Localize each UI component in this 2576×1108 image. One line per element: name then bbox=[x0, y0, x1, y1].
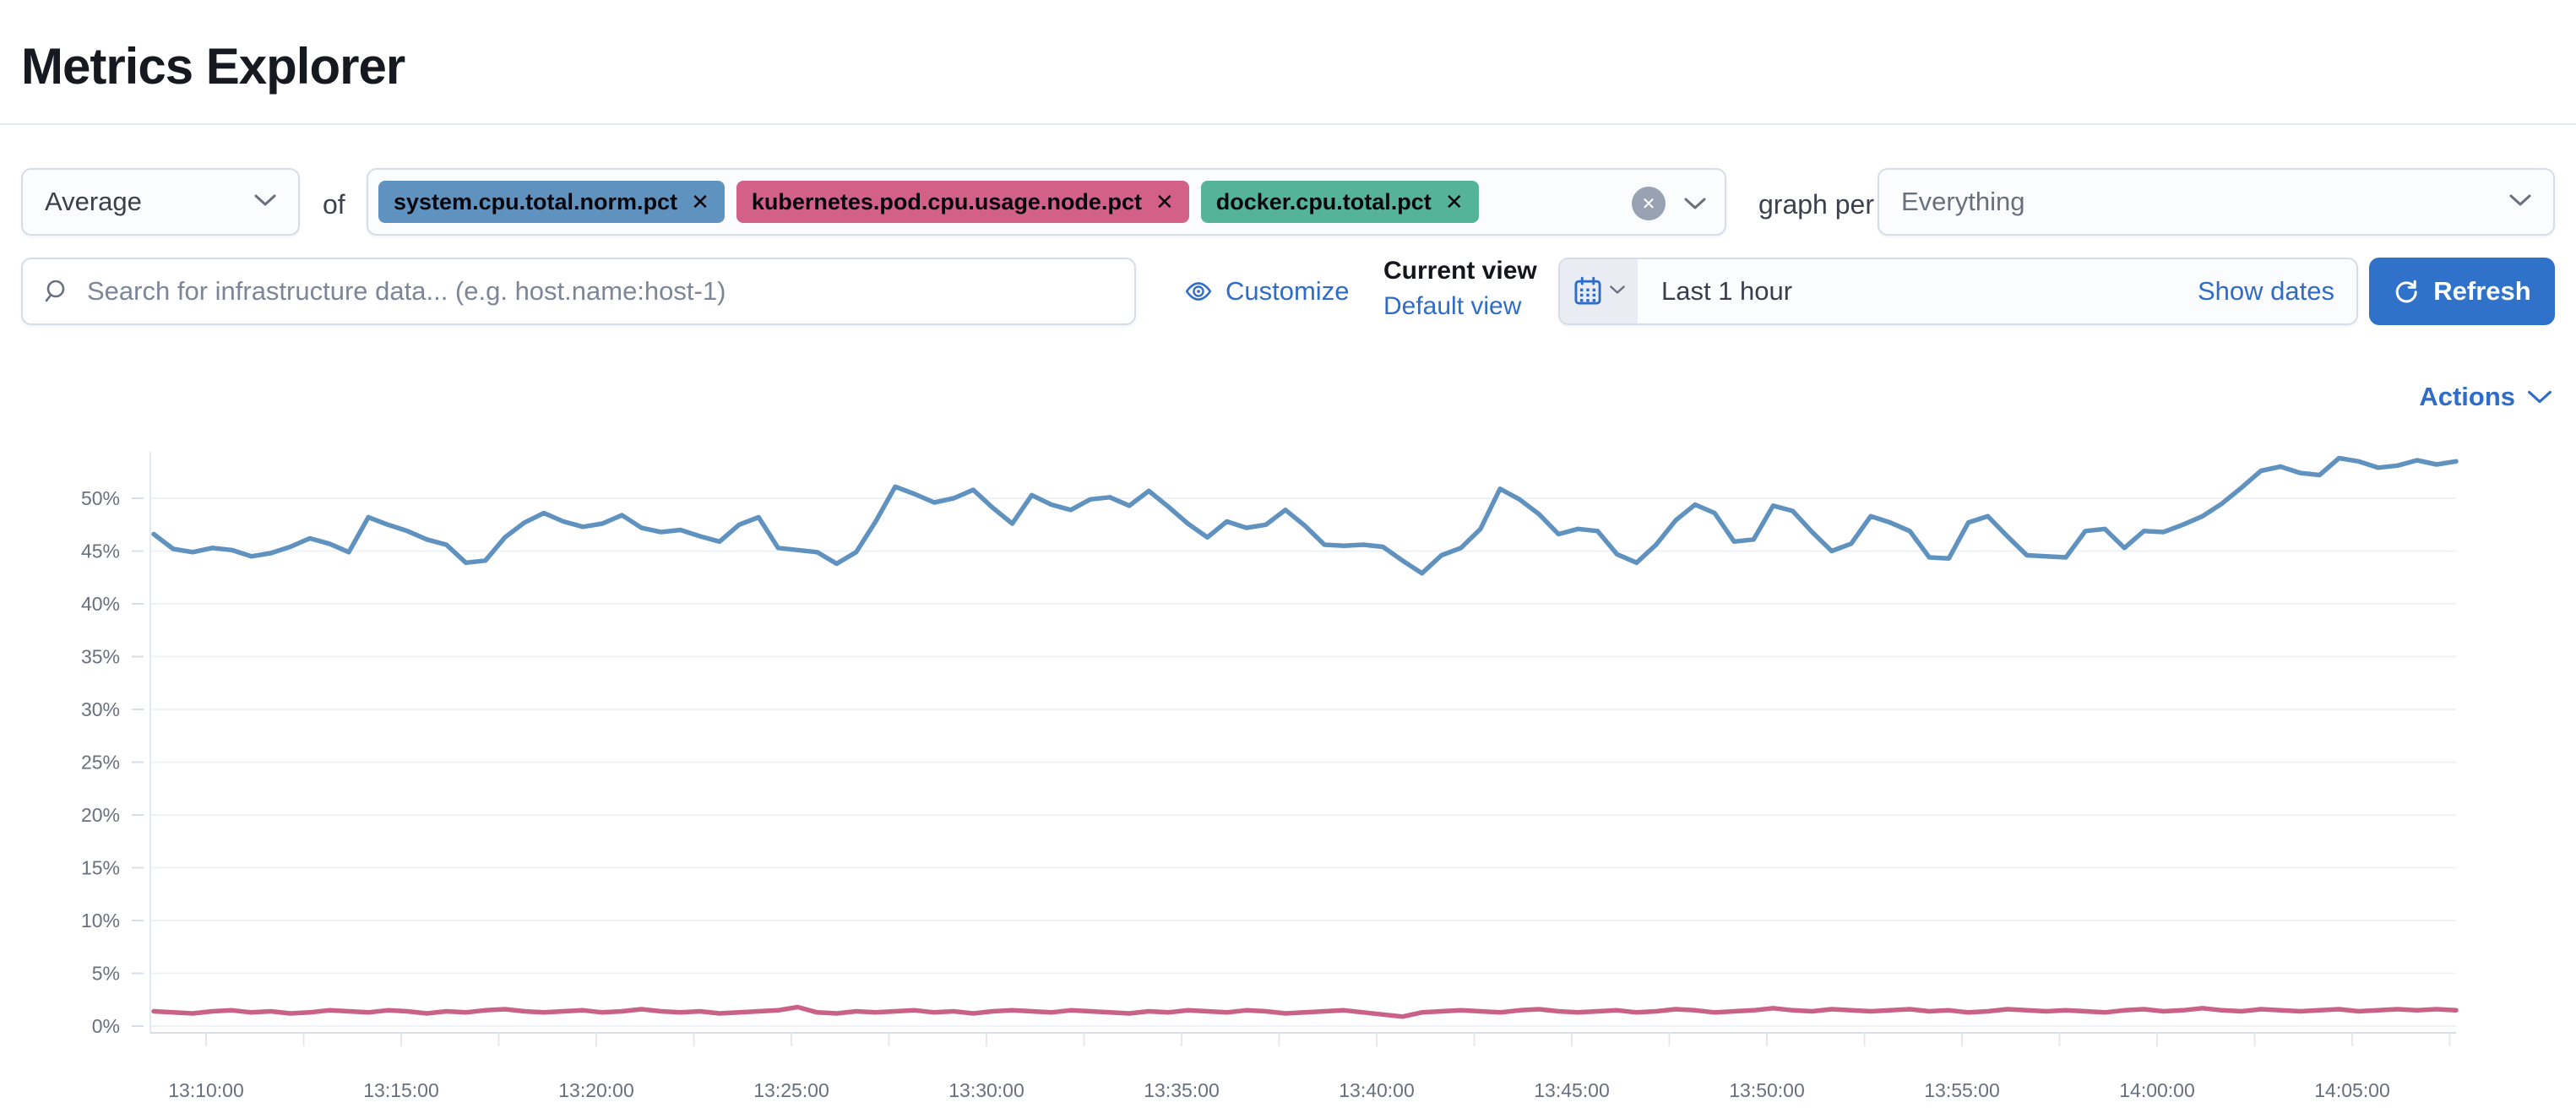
chevron-down-icon[interactable] bbox=[1684, 197, 1706, 215]
svg-text:13:50:00: 13:50:00 bbox=[1729, 1079, 1805, 1101]
svg-text:5%: 5% bbox=[92, 963, 120, 985]
svg-text:13:40:00: 13:40:00 bbox=[1339, 1079, 1415, 1101]
svg-text:10%: 10% bbox=[81, 910, 120, 931]
chevron-down-icon bbox=[1610, 284, 1625, 299]
header-divider bbox=[0, 123, 2576, 125]
quick-select-button[interactable] bbox=[1560, 259, 1638, 323]
of-label: of bbox=[323, 189, 345, 220]
show-dates-link[interactable]: Show dates bbox=[2198, 276, 2334, 306]
graph-per-label: graph per bbox=[1758, 189, 1874, 220]
group-by-value: Everything bbox=[1901, 187, 2025, 216]
date-picker[interactable]: Last 1 hour Show dates bbox=[1558, 258, 2358, 325]
page-title: Metrics Explorer bbox=[21, 38, 405, 95]
svg-text:14:05:00: 14:05:00 bbox=[2314, 1079, 2390, 1101]
svg-text:13:35:00: 13:35:00 bbox=[1144, 1079, 1220, 1101]
current-view-label: Current view bbox=[1383, 257, 1537, 285]
metric-tag-label: docker.cpu.total.pct bbox=[1215, 188, 1432, 215]
svg-text:15%: 15% bbox=[81, 857, 120, 879]
svg-text:14:00:00: 14:00:00 bbox=[2119, 1079, 2195, 1101]
search-icon bbox=[43, 278, 70, 305]
view-switcher: Current view Default view bbox=[1383, 254, 1544, 325]
time-range-value[interactable]: Last 1 hour bbox=[1661, 276, 1793, 306]
svg-text:0%: 0% bbox=[92, 1015, 120, 1037]
svg-text:35%: 35% bbox=[81, 646, 120, 668]
actions-label: Actions bbox=[2419, 382, 2515, 411]
svg-text:45%: 45% bbox=[81, 540, 120, 562]
svg-text:50%: 50% bbox=[81, 487, 120, 509]
clear-all-metrics-icon[interactable]: ✕ bbox=[1632, 187, 1666, 220]
svg-text:30%: 30% bbox=[81, 698, 120, 720]
customize-button[interactable]: Customize bbox=[1184, 258, 1349, 325]
refresh-label: Refresh bbox=[2433, 276, 2531, 306]
actions-menu-button[interactable]: Actions bbox=[2419, 382, 2552, 412]
refresh-icon bbox=[2393, 278, 2420, 305]
svg-text:13:20:00: 13:20:00 bbox=[558, 1079, 634, 1101]
metrics-combobox[interactable]: system.cpu.total.norm.pct ✕ kubernetes.p… bbox=[367, 168, 1726, 236]
svg-text:13:10:00: 13:10:00 bbox=[168, 1079, 244, 1101]
metric-tag[interactable]: kubernetes.pod.cpu.usage.node.pct ✕ bbox=[736, 181, 1189, 223]
svg-text:13:15:00: 13:15:00 bbox=[363, 1079, 439, 1101]
default-view-link[interactable]: Default view bbox=[1383, 292, 1522, 320]
metric-tag[interactable]: system.cpu.total.norm.pct ✕ bbox=[378, 181, 725, 223]
chevron-down-icon bbox=[2527, 389, 2552, 405]
remove-metric-icon[interactable]: ✕ bbox=[691, 188, 709, 215]
svg-text:20%: 20% bbox=[81, 804, 120, 826]
svg-text:13:25:00: 13:25:00 bbox=[753, 1079, 829, 1101]
metric-tag-label: kubernetes.pod.cpu.usage.node.pct bbox=[751, 188, 1142, 215]
metric-tag[interactable]: docker.cpu.total.pct ✕ bbox=[1200, 181, 1479, 223]
line-chart: 0% 5% 10% 15% 20% 25% 30% 35% 40% 45% 50% 13:10:00 1… bbox=[81, 452, 2459, 1101]
customize-label: Customize bbox=[1226, 276, 1350, 306]
svg-text:25%: 25% bbox=[81, 752, 120, 774]
search-bar[interactable] bbox=[21, 258, 1136, 325]
calendar-icon bbox=[1573, 276, 1603, 307]
group-by-select[interactable]: Everything bbox=[1878, 168, 2555, 236]
chevron-down-icon bbox=[2509, 193, 2531, 211]
remove-metric-icon[interactable]: ✕ bbox=[1444, 188, 1464, 215]
chevron-down-icon bbox=[254, 193, 276, 211]
aggregation-select[interactable]: Average bbox=[21, 168, 300, 236]
remove-metric-icon[interactable]: ✕ bbox=[1155, 188, 1174, 215]
refresh-button[interactable]: Refresh bbox=[2369, 258, 2555, 325]
svg-text:40%: 40% bbox=[81, 593, 120, 615]
metric-tag-label: system.cpu.total.norm.pct bbox=[394, 188, 678, 215]
svg-text:13:55:00: 13:55:00 bbox=[1924, 1079, 2000, 1101]
aggregation-value: Average bbox=[45, 187, 142, 216]
eye-icon bbox=[1184, 277, 1213, 306]
search-input[interactable] bbox=[85, 275, 1114, 307]
svg-text:13:30:00: 13:30:00 bbox=[948, 1079, 1024, 1101]
metrics-chart[interactable]: 0% 5% 10% 15% 20% 25% 30% 35% 40% 45% 50% 13:10:00 1… bbox=[0, 422, 2576, 1108]
svg-text:13:45:00: 13:45:00 bbox=[1534, 1079, 1610, 1101]
